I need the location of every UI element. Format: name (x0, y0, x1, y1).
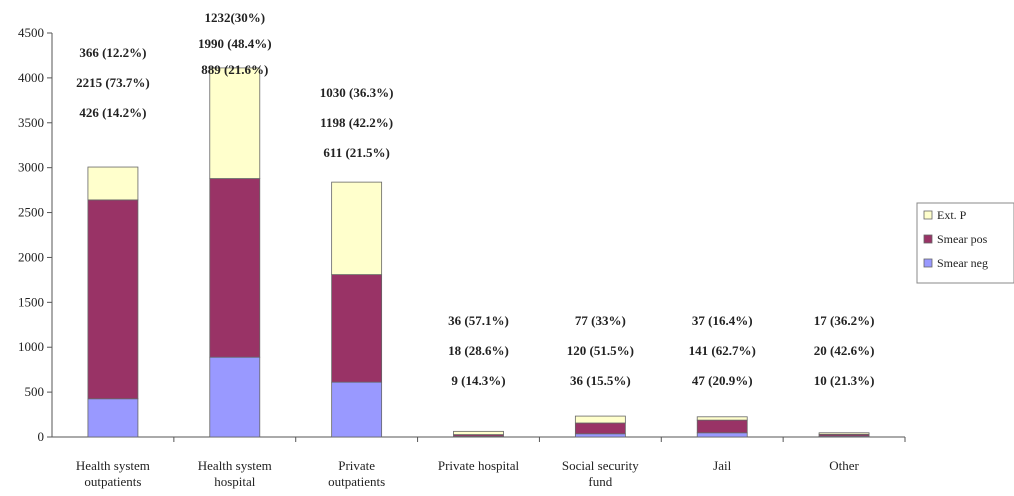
data-annotation: 1030 (36.3%) (320, 85, 394, 100)
bar-segment-smear-pos (87, 199, 139, 400)
y-tick-label: 3500 (18, 115, 44, 130)
x-category-label: Social security (562, 458, 639, 473)
legend-box (916, 202, 1014, 284)
data-annotation: 10 (21.3%) (814, 373, 875, 388)
data-annotation: 1990 (48.4%) (198, 36, 272, 51)
x-category-label: hospital (214, 474, 256, 489)
bar-segment-ext-p (696, 416, 748, 421)
bar-segment-smear-pos (574, 422, 626, 435)
bar-segment-ext-p (87, 166, 139, 201)
data-annotation: 2215 (73.7%) (76, 75, 150, 90)
y-tick-label: 3000 (18, 160, 44, 175)
x-category-label: Health system (76, 458, 150, 473)
data-annotation: 889 (21.6%) (201, 62, 268, 77)
bar-segment-ext-p (209, 67, 261, 179)
x-category-label: fund (588, 474, 612, 489)
x-category-label: Jail (713, 458, 731, 473)
bar-segment-smear-pos (696, 419, 748, 434)
bar-segment-ext-p (331, 181, 383, 275)
x-category-label: Private (338, 458, 375, 473)
x-category-label: Health system (198, 458, 272, 473)
legend-swatch (923, 210, 933, 220)
y-tick-label: 1000 (18, 339, 44, 354)
data-annotation: 1198 (42.2%) (320, 115, 393, 130)
legend-label: Smear pos (937, 232, 988, 246)
x-category-label: Private hospital (438, 458, 520, 473)
y-tick-label: 4500 (18, 25, 44, 40)
data-annotation: 611 (21.5%) (323, 145, 389, 160)
legend-label: Smear neg (937, 256, 988, 270)
bar-segment-ext-p (453, 430, 504, 435)
data-annotation: 1232(30%) (204, 10, 265, 25)
data-annotation: 17 (36.2%) (814, 313, 875, 328)
bar-segment-smear-neg (331, 381, 383, 438)
bar-segment-ext-p (574, 415, 626, 424)
data-annotation: 37 (16.4%) (692, 313, 753, 328)
y-tick-label: 1500 (18, 294, 44, 309)
legend-label: Ext. P (937, 208, 967, 222)
data-annotation: 426 (14.2%) (79, 105, 146, 120)
x-category-label: outpatients (84, 474, 141, 489)
data-annotation: 20 (42.6%) (814, 343, 875, 358)
data-annotation: 36 (15.5%) (570, 373, 631, 388)
x-category-label: Other (829, 458, 859, 473)
legend-swatch (923, 258, 933, 268)
y-tick-label: 2000 (18, 249, 44, 264)
bar-segment-smear-neg (696, 432, 748, 438)
data-annotation: 18 (28.6%) (448, 343, 509, 358)
data-annotation: 77 (33%) (575, 313, 626, 328)
data-annotation: 9 (14.3%) (451, 373, 505, 388)
data-annotation: 36 (57.1%) (448, 313, 509, 328)
bar-segment-smear-pos (331, 274, 383, 383)
bar-segment-ext-p (818, 432, 870, 435)
y-tick-label: 500 (25, 384, 45, 399)
y-tick-label: 2500 (18, 205, 44, 220)
data-annotation: 120 (51.5%) (567, 343, 634, 358)
bar-segment-smear-neg (87, 398, 139, 438)
y-tick-label: 0 (38, 429, 45, 444)
bar-segment-smear-pos (209, 178, 261, 358)
bar-segment-smear-neg (209, 356, 261, 438)
data-annotation: 47 (20.9%) (692, 373, 753, 388)
data-annotation: 366 (12.2%) (79, 45, 146, 60)
legend-swatch (923, 234, 933, 244)
x-category-label: outpatients (328, 474, 385, 489)
data-annotation: 141 (62.7%) (689, 343, 756, 358)
bar-segment-smear-neg (574, 433, 626, 438)
y-tick-label: 4000 (18, 70, 44, 85)
